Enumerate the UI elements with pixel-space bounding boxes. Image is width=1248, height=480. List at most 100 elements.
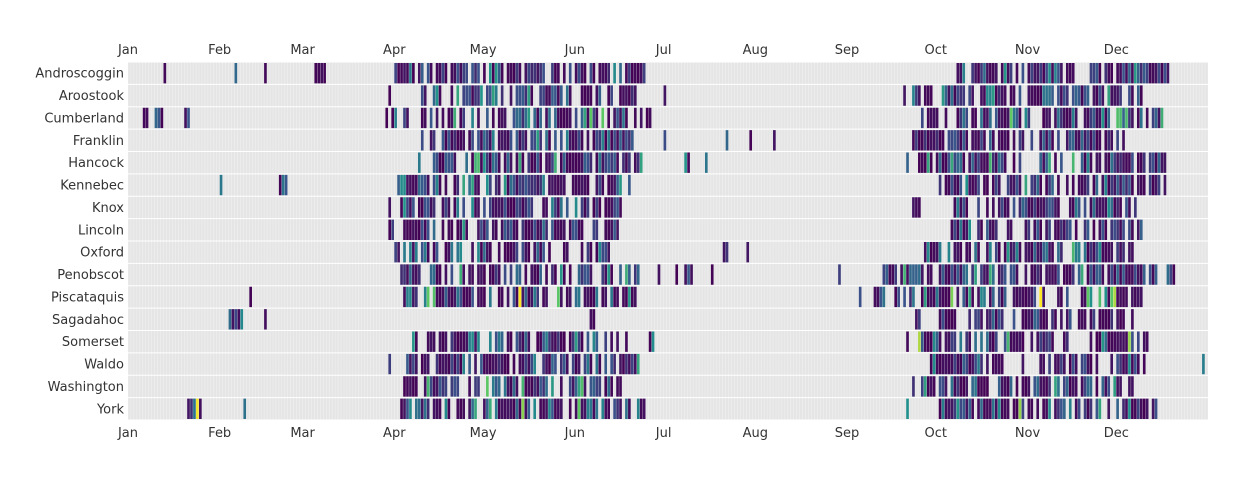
- cell: [530, 376, 534, 397]
- cell: [1003, 152, 1007, 173]
- cell: [1051, 130, 1054, 151]
- cell: [1151, 152, 1155, 173]
- cell: [926, 264, 930, 285]
- cell: [447, 197, 451, 218]
- cell: [1136, 63, 1140, 84]
- cell: [619, 376, 622, 397]
- cell: [1074, 398, 1078, 420]
- cell: [524, 63, 528, 84]
- cell: [944, 107, 948, 129]
- cell: [1036, 331, 1040, 352]
- cell: [1110, 130, 1114, 151]
- cell: [465, 331, 468, 352]
- county-label-penobscot: Penobscot: [57, 268, 124, 283]
- cell: [1054, 219, 1057, 241]
- cell: [1148, 264, 1152, 285]
- cell: [619, 197, 622, 218]
- cell: [468, 286, 471, 308]
- cell: [1068, 63, 1072, 84]
- cell: [1101, 376, 1105, 397]
- cell: [497, 197, 501, 218]
- cell: [1098, 197, 1102, 218]
- cell: [187, 107, 190, 129]
- cell: [1119, 353, 1122, 375]
- cell: [589, 242, 593, 263]
- cell: [527, 63, 531, 84]
- cell: [1131, 107, 1134, 129]
- cell: [453, 331, 457, 352]
- cell: [1039, 264, 1042, 285]
- cell: [589, 376, 593, 397]
- cell: [506, 174, 510, 196]
- cell: [1136, 219, 1140, 241]
- cell: [959, 107, 963, 129]
- cell: [521, 398, 525, 420]
- cell: [1024, 376, 1028, 397]
- cell: [580, 85, 584, 106]
- cell: [959, 331, 963, 352]
- cell: [521, 152, 525, 173]
- cell: [1027, 107, 1031, 129]
- cell: [604, 264, 608, 285]
- cell: [583, 376, 587, 397]
- cell: [438, 85, 442, 106]
- cell: [1060, 219, 1063, 241]
- cell: [906, 331, 909, 352]
- cell: [1083, 219, 1087, 241]
- cell: [397, 63, 400, 84]
- cell: [1042, 152, 1045, 173]
- cell: [725, 242, 729, 263]
- cell: [625, 85, 628, 106]
- cell: [589, 264, 593, 285]
- cell: [1060, 353, 1063, 375]
- cell: [565, 152, 569, 173]
- cell: [409, 242, 412, 263]
- cell: [459, 398, 463, 420]
- cell: [1048, 376, 1051, 397]
- cell: [986, 376, 989, 397]
- cell: [977, 63, 980, 84]
- cell: [592, 130, 596, 151]
- cell: [1063, 85, 1066, 106]
- cell: [420, 107, 424, 129]
- cell: [533, 264, 537, 285]
- cell: [977, 398, 980, 420]
- cell: [317, 63, 321, 84]
- cell: [639, 107, 643, 129]
- cell: [1054, 197, 1057, 218]
- cell: [515, 174, 519, 196]
- cell: [450, 63, 454, 84]
- cell: [947, 174, 951, 196]
- cell: [1104, 331, 1108, 352]
- cell: [453, 376, 457, 397]
- cell: [607, 219, 610, 241]
- cell: [444, 353, 448, 375]
- cell: [1151, 63, 1155, 84]
- cell: [426, 197, 430, 218]
- cell: [545, 376, 548, 397]
- cell: [1068, 264, 1072, 285]
- cell: [965, 219, 969, 241]
- cell: [1157, 152, 1161, 173]
- cell: [527, 152, 531, 173]
- cell: [506, 197, 510, 218]
- cell: [598, 197, 602, 218]
- cell: [465, 286, 468, 308]
- cell: [773, 130, 776, 151]
- cell: [506, 219, 510, 241]
- cell: [574, 286, 578, 308]
- cell: [980, 152, 983, 173]
- cell: [950, 130, 954, 151]
- cell: [548, 398, 551, 420]
- cell: [1009, 376, 1013, 397]
- cell: [1021, 197, 1025, 218]
- cell: [1125, 152, 1128, 173]
- cell: [1003, 107, 1007, 129]
- cell: [554, 398, 557, 420]
- cell: [1128, 63, 1131, 84]
- cell: [471, 63, 474, 84]
- cell: [622, 353, 625, 375]
- cell: [586, 264, 590, 285]
- cell: [926, 376, 930, 397]
- cell: [500, 219, 504, 241]
